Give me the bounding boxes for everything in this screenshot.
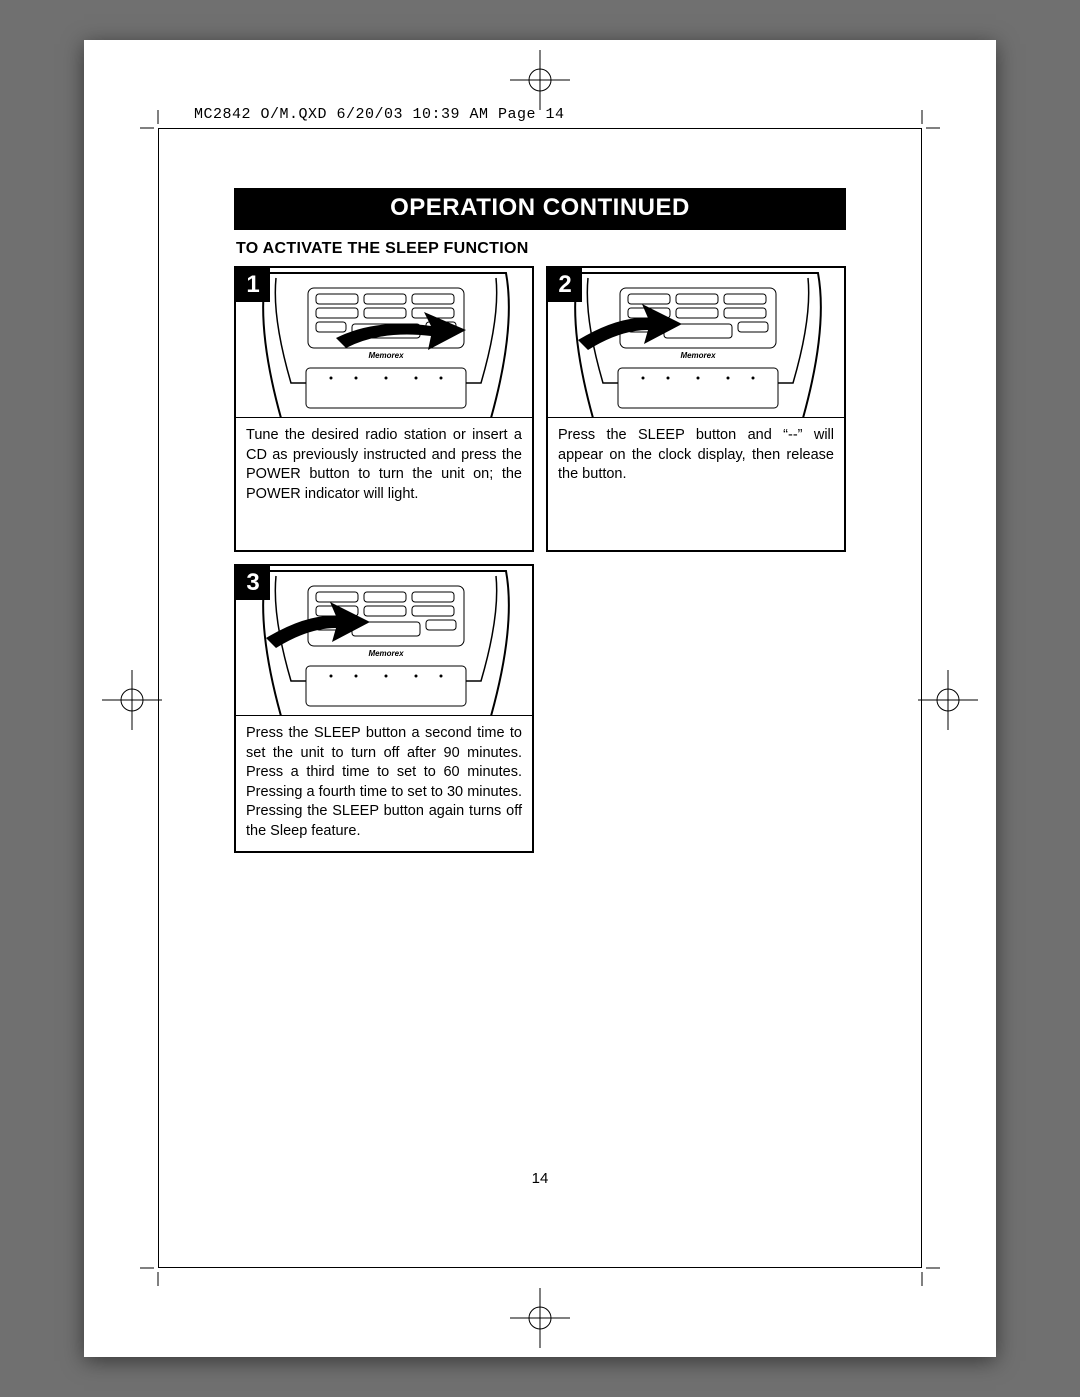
step-panel: 2 Memore (546, 266, 846, 552)
crop-mark-top-left (140, 110, 176, 146)
document-meta-line: MC2842 O/M.QXD 6/20/03 10:39 AM Page 14 (194, 106, 565, 123)
brand-label: Memorex (368, 351, 404, 360)
document-sheet: MC2842 O/M.QXD 6/20/03 10:39 AM Page 14 … (84, 40, 996, 1357)
step-number-badge: 1 (236, 268, 270, 302)
steps-grid: 1 (234, 266, 846, 853)
step-panel: 1 (234, 266, 534, 552)
step-illustration: 2 Memore (548, 268, 844, 418)
step-illustration: 1 (236, 268, 532, 418)
step-panel: 3 Memore (234, 564, 534, 853)
step-caption: Press the SLEEP button and “--” will app… (548, 418, 844, 550)
crop-mark-top-right (904, 110, 940, 146)
section-subheading: TO ACTIVATE THE SLEEP FUNCTION (236, 240, 846, 258)
crop-mark-bottom-right (904, 1250, 940, 1286)
registration-mark-right (918, 670, 978, 730)
page-number: 14 (84, 1170, 996, 1187)
registration-mark-top (510, 50, 570, 110)
step-number-badge: 2 (548, 268, 582, 302)
step-caption: Tune the desired radio station or insert… (236, 418, 532, 550)
svg-text:Memorex: Memorex (680, 351, 716, 360)
page-content: OPERATION CONTINUED TO ACTIVATE THE SLEE… (234, 188, 846, 853)
crop-mark-bottom-left (140, 1250, 176, 1286)
step-illustration: 3 Memore (236, 566, 532, 716)
device-illustration: Memorex (236, 268, 532, 418)
section-title-bar: OPERATION CONTINUED (234, 188, 846, 230)
registration-mark-left (102, 670, 162, 730)
registration-mark-bottom (510, 1288, 570, 1348)
svg-text:Memorex: Memorex (368, 649, 404, 658)
device-illustration: Memorex (236, 566, 532, 716)
step-caption: Press the SLEEP button a second time to … (236, 716, 532, 851)
step-number-badge: 3 (236, 566, 270, 600)
device-illustration: Memorex (548, 268, 844, 418)
